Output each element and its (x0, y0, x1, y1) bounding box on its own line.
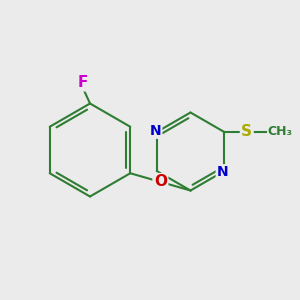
Text: S: S (241, 124, 252, 140)
Text: O: O (154, 174, 167, 189)
Text: N: N (217, 166, 229, 179)
Text: F: F (77, 75, 88, 90)
Text: N: N (149, 124, 161, 137)
Text: CH₃: CH₃ (268, 125, 293, 139)
